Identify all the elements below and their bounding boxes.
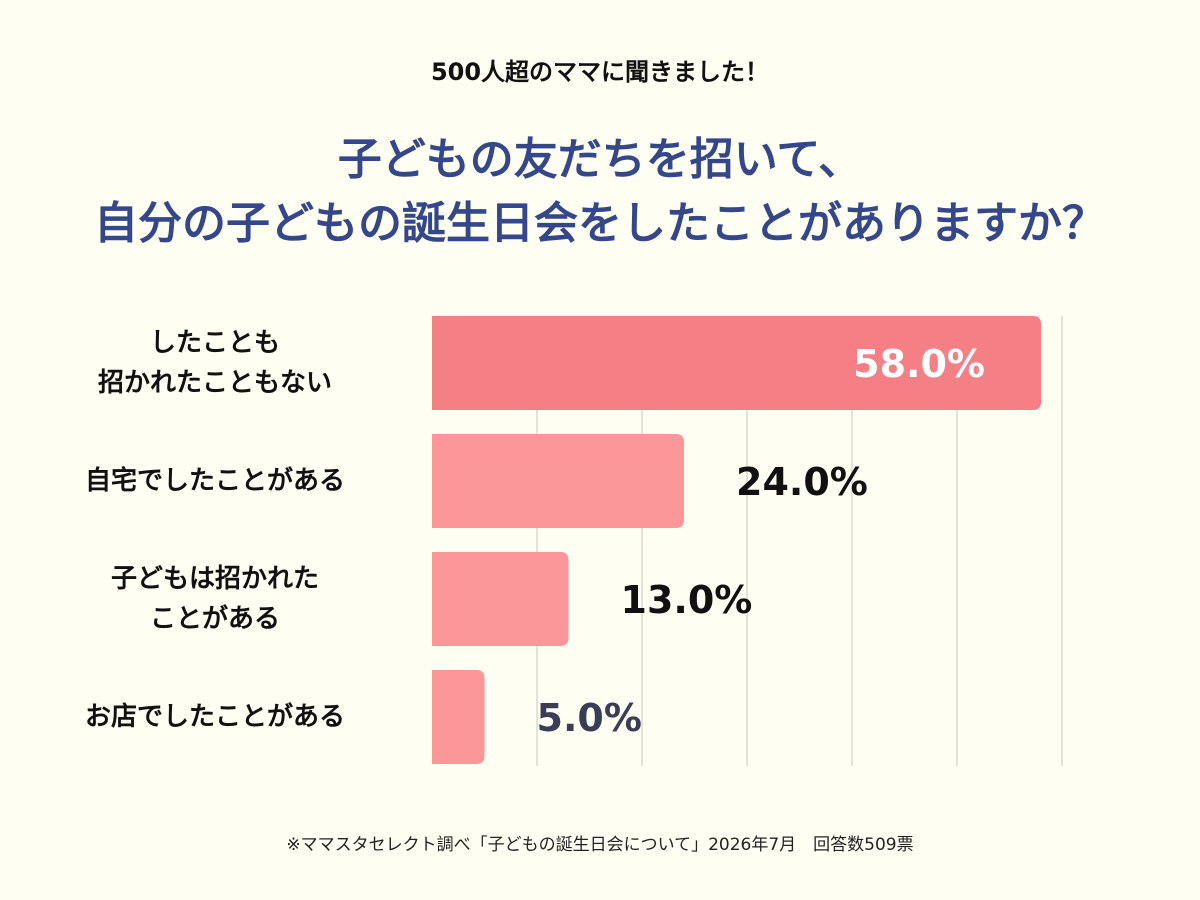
category-label-line: 招かれたこともない xyxy=(97,368,332,398)
category-label-line: 子どもは招かれた xyxy=(110,564,319,594)
category-label-3: 子どもは招かれた ことがある xyxy=(30,559,400,639)
value-label-4: 5.0% xyxy=(537,696,642,740)
survey-note: ※ママスタセレクト調べ「子どもの誕生日会について」2026年7月 回答数509票 xyxy=(286,835,914,855)
category-label-1: したことも招かれたこともない xyxy=(30,323,400,403)
subtitle: 500人超のママに聞きました！ xyxy=(430,58,770,86)
category-label-4: お店でしたことがある xyxy=(30,697,400,737)
category-label-line: したことも xyxy=(149,328,280,358)
category-label-line: ことがある xyxy=(149,604,280,634)
value-label-2: 24.0% xyxy=(736,460,868,504)
page-title: 子どもの友だちを招いて、 自分の子どもの誕生日会をしたことがありますか？ xyxy=(0,128,1200,256)
value-label-3: 13.0% xyxy=(621,578,753,622)
value-label-1: 58.0% xyxy=(853,342,985,386)
bar-4 xyxy=(432,670,485,764)
title-line-1: 子どもの友だちを招いて、 xyxy=(337,134,863,185)
bar-3 xyxy=(432,552,569,646)
category-label-line: お店でしたことがある xyxy=(84,702,345,732)
bar-1 xyxy=(432,316,1041,410)
title-line-2: 自分の子どもの誕生日会をしたことがありますか？ xyxy=(94,198,1106,249)
bar-2 xyxy=(432,434,684,528)
category-label-line: 自宅でしたことがある xyxy=(84,466,345,496)
category-label-2: 自宅でしたことがある xyxy=(30,461,400,501)
